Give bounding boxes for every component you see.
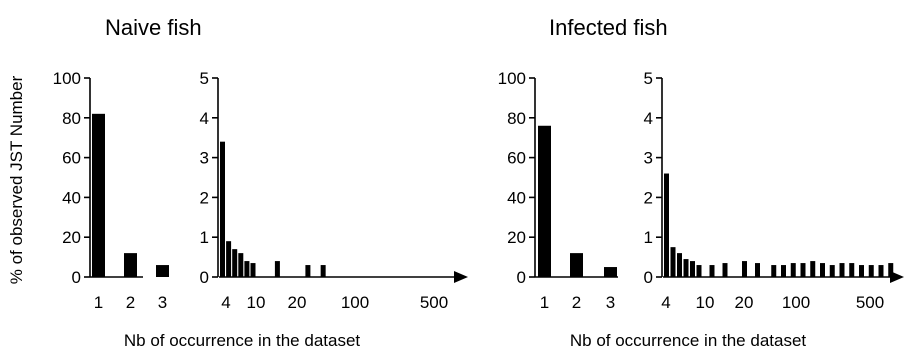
infected-panel2-bar [771,265,777,277]
naive-panel2-y-tick-label: 0 [200,268,209,287]
infected-panel2-bar [696,265,702,277]
naive-panel2-x-tick-label: 100 [341,293,369,312]
naive-panel2-x-tick-label: 4 [221,293,230,312]
infected-panel2-bar [888,263,894,277]
infected-panel2-bar [755,263,760,277]
naive-panel1-bar [92,113,105,277]
naive-panel2-x-tick-label: 20 [288,293,307,312]
naive-panel2-bar [226,241,232,277]
infected-panel1-y-tick-label: 60 [507,149,526,168]
infected-panel2-bar [670,247,676,277]
infected-panel1-x-tick-label: 3 [606,293,615,312]
infected-panel1-y-tick-label: 20 [507,228,526,247]
infected-panel1-y-tick-label: 40 [507,188,526,207]
naive-panel1-y-tick-label: 0 [72,268,81,287]
naive-panel1-y-tick-label: 100 [53,69,81,88]
naive-panel1-x-tick-label: 2 [126,293,135,312]
chart-title-naive: Naive fish [105,15,202,40]
infected-panel2-bar [868,265,874,277]
naive-panel1-y-tick-label: 40 [62,188,81,207]
infected-panel1-bar [538,125,551,277]
y-axis-label: % of observed JST Number [7,75,26,284]
infected-panel2-y-tick-label: 0 [644,268,653,287]
infected-panel2-y-tick-label: 4 [644,109,653,128]
naive-panel2-y-tick-label: 5 [200,69,209,88]
infected-panel1-y-tick-label: 100 [498,69,526,88]
naive-panel2-x-axis-arrow [454,271,468,283]
infected-panel2-bar [820,263,825,277]
infected-panel2-bar [800,263,806,277]
naive-panel2-y-tick-label: 3 [200,149,209,168]
infected-panel2-x-tick-label: 500 [856,293,884,312]
naive-panel2-bar [320,265,326,277]
infected-panel2-x-tick-label: 10 [696,293,715,312]
naive-panel1-y-tick-label: 20 [62,228,81,247]
infected-panel1-x-tick-label: 1 [540,293,549,312]
infected-panel2-y-tick-label: 5 [644,69,653,88]
infected-panel2-bar [849,263,855,277]
infected-panel2-bar [839,263,845,277]
infected-panel2-bar [690,261,695,277]
naive-panel2-x-tick-label: 500 [420,293,448,312]
infected-panel2-bar [810,261,816,277]
naive-panel2-bar [274,261,280,277]
naive-panel2-bar [232,249,238,277]
infected-panel2-y-tick-label: 3 [644,149,653,168]
naive-panel2-bar [305,265,311,277]
infected-panel2-bar [664,173,669,277]
infected-panel2-bar [742,261,747,277]
infected-panel2-bar [709,265,715,277]
infected-panel2-y-tick-label: 2 [644,188,653,207]
x-axis-label-naive: Nb of occurrence in the dataset [124,331,361,350]
infected-panel2-bar [677,253,682,277]
naive-panel1-y-tick-label: 80 [62,109,81,128]
naive-panel2-bar [238,253,244,277]
infected-panel2-bar [790,263,796,277]
naive-panel1-y-tick-label: 60 [62,149,81,168]
naive-panel2-y-tick-label: 2 [200,188,209,207]
naive-panel1-x-tick-label: 3 [158,293,167,312]
naive-panel2-y-tick-label: 4 [200,109,209,128]
infected-panel2-bar [859,265,864,277]
infected-panel1-bar [570,253,583,277]
infected-panel2-bar [829,265,835,277]
naive-panel1-bar [156,265,169,277]
naive-panel1-x-tick-label: 1 [94,293,103,312]
infected-panel2-y-tick-label: 1 [644,228,653,247]
infected-panel2-x-tick-label: 4 [661,293,670,312]
infected-panel2-x-tick-label: 20 [735,293,754,312]
infected-panel2-bar [683,259,689,277]
infected-panel1-y-tick-label: 0 [517,268,526,287]
infected-panel2-x-tick-label: 100 [782,293,810,312]
infected-panel2-bar [781,265,786,277]
naive-panel2-bar [220,141,225,277]
infected-panel1-x-tick-label: 2 [572,293,581,312]
infected-panel1-bar [604,267,617,277]
naive-panel2-y-tick-label: 1 [200,228,209,247]
infected-panel2-bar [878,265,884,277]
infected-panel2-bar [722,263,728,277]
naive-panel2-x-tick-label: 10 [247,293,266,312]
infected-panel2-x-axis-arrow [890,271,904,283]
chart-title-infected: Infected fish [549,15,668,40]
infected-panel1-y-tick-label: 80 [507,109,526,128]
x-axis-label-infected: Nb of occurrence in the dataset [570,331,807,350]
naive-panel2-bar [244,261,250,277]
naive-panel2-bar [250,263,256,277]
naive-panel1-bar [124,253,137,277]
